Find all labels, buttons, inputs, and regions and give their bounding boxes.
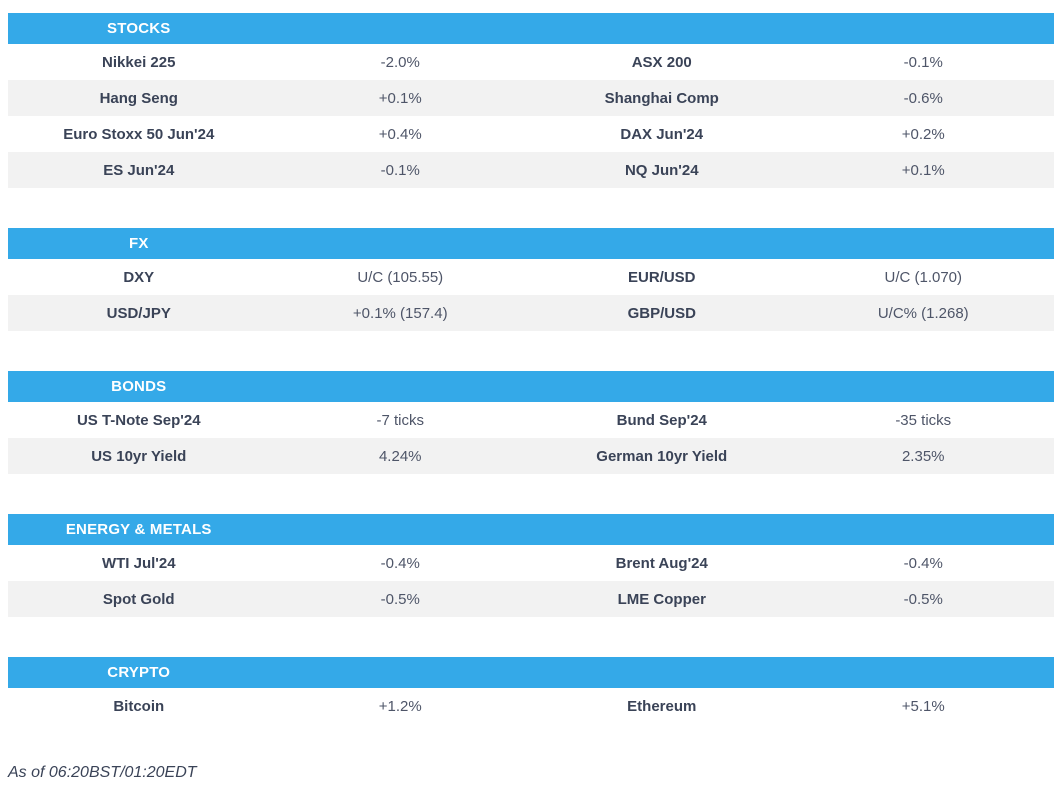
section-rows: US T-Note Sep'24 -7 ticks Bund Sep'24 -3…: [8, 402, 1054, 474]
section-rows: WTI Jul'24 -0.4% Brent Aug'24 -0.4% Spot…: [8, 545, 1054, 617]
right-instrument-value: 2.35%: [901, 447, 945, 465]
left-instrument-label: Euro Stoxx 50 Jun'24: [63, 125, 215, 143]
left-instrument-label: USD/JPY: [106, 304, 171, 322]
table-row: Bitcoin +1.2% Ethereum +5.1%: [8, 688, 1054, 724]
left-instrument-value: +0.1%: [378, 89, 422, 107]
table-row: Euro Stoxx 50 Jun'24 +0.4% DAX Jun'24 +0…: [8, 116, 1054, 152]
section-rows: Bitcoin +1.2% Ethereum +5.1%: [8, 688, 1054, 724]
right-instrument-label: ASX 200: [631, 53, 692, 71]
left-instrument-label: Nikkei 225: [102, 53, 176, 71]
market-section: ENERGY & METALS WTI Jul'24 -0.4% Brent A…: [8, 514, 1054, 617]
right-instrument-value: +0.2%: [901, 125, 945, 143]
right-instrument-label: Brent Aug'24: [615, 554, 708, 572]
section-title: STOCKS: [107, 20, 171, 37]
left-instrument-label: US 10yr Yield: [91, 447, 187, 465]
market-section: STOCKS Nikkei 225 -2.0% ASX 200 -0.1% Ha…: [8, 13, 1054, 188]
right-instrument-label: Ethereum: [627, 697, 697, 715]
table-row: Hang Seng +0.1% Shanghai Comp -0.6%: [8, 80, 1054, 116]
left-instrument-value: -0.4%: [380, 554, 420, 572]
market-section: FX DXY U/C (105.55) EUR/USD U/C (1.070) …: [8, 228, 1054, 331]
right-instrument-value: U/C (1.070): [884, 268, 963, 286]
section-rows: DXY U/C (105.55) EUR/USD U/C (1.070) USD…: [8, 259, 1054, 331]
table-row: DXY U/C (105.55) EUR/USD U/C (1.070): [8, 259, 1054, 295]
left-instrument-value: +0.1% (157.4): [352, 304, 448, 322]
table-row: US T-Note Sep'24 -7 ticks Bund Sep'24 -3…: [8, 402, 1054, 438]
section-title: BONDS: [111, 378, 167, 395]
right-instrument-label: EUR/USD: [627, 268, 696, 286]
section-title: FX: [128, 235, 149, 252]
section-header-bar: FX: [8, 228, 1054, 259]
sections-container: STOCKS Nikkei 225 -2.0% ASX 200 -0.1% Ha…: [8, 13, 1054, 724]
right-instrument-value: +0.1%: [901, 161, 945, 179]
table-row: US 10yr Yield 4.24% German 10yr Yield 2.…: [8, 438, 1054, 474]
section-header-bar: ENERGY & METALS: [8, 514, 1054, 545]
right-instrument-value: -0.4%: [903, 554, 943, 572]
left-instrument-value: -2.0%: [380, 53, 420, 71]
right-instrument-label: Bund Sep'24: [616, 411, 707, 429]
left-instrument-label: Spot Gold: [102, 590, 175, 608]
left-instrument-value: 4.24%: [378, 447, 422, 465]
left-instrument-label: DXY: [123, 268, 155, 286]
left-instrument-value: +1.2%: [378, 697, 422, 715]
right-instrument-value: -0.6%: [903, 89, 943, 107]
section-rows: Nikkei 225 -2.0% ASX 200 -0.1% Hang Seng…: [8, 44, 1054, 188]
right-instrument-label: NQ Jun'24: [624, 161, 699, 179]
market-section: BONDS US T-Note Sep'24 -7 ticks Bund Sep…: [8, 371, 1054, 474]
right-instrument-value: -35 ticks: [895, 411, 952, 429]
right-instrument-label: DAX Jun'24: [620, 125, 704, 143]
table-row: USD/JPY +0.1% (157.4) GBP/USD U/C% (1.26…: [8, 295, 1054, 331]
right-instrument-label: LME Copper: [617, 590, 706, 608]
market-section: CRYPTO Bitcoin +1.2% Ethereum +5.1%: [8, 657, 1054, 724]
left-instrument-value: -0.1%: [380, 161, 420, 179]
left-instrument-value: -0.5%: [380, 590, 420, 608]
left-instrument-value: -7 ticks: [376, 411, 424, 429]
as-of-timestamp: As of 06:20BST/01:20EDT: [8, 764, 197, 781]
left-instrument-label: ES Jun'24: [103, 161, 175, 179]
right-instrument-value: -0.1%: [903, 53, 943, 71]
left-instrument-label: Hang Seng: [99, 89, 178, 107]
right-instrument-value: +5.1%: [901, 697, 945, 715]
market-summary: STOCKS Nikkei 225 -2.0% ASX 200 -0.1% Ha…: [8, 13, 1054, 781]
right-instrument-value: U/C% (1.268): [877, 304, 969, 322]
section-title: ENERGY & METALS: [65, 521, 212, 538]
table-row: Nikkei 225 -2.0% ASX 200 -0.1%: [8, 44, 1054, 80]
right-instrument-label: German 10yr Yield: [596, 447, 728, 465]
left-instrument-label: Bitcoin: [113, 697, 165, 715]
left-instrument-value: +0.4%: [378, 125, 422, 143]
section-header-bar: CRYPTO: [8, 657, 1054, 688]
left-instrument-value: U/C (105.55): [357, 268, 444, 286]
table-row: Spot Gold -0.5% LME Copper -0.5%: [8, 581, 1054, 617]
left-instrument-label: US T-Note Sep'24: [76, 411, 201, 429]
section-header-bar: STOCKS: [8, 13, 1054, 44]
right-instrument-value: -0.5%: [903, 590, 943, 608]
left-instrument-label: WTI Jul'24: [101, 554, 176, 572]
right-instrument-label: GBP/USD: [627, 304, 696, 322]
section-header-bar: BONDS: [8, 371, 1054, 402]
table-row: WTI Jul'24 -0.4% Brent Aug'24 -0.4%: [8, 545, 1054, 581]
section-title: CRYPTO: [107, 664, 171, 681]
right-instrument-label: Shanghai Comp: [604, 89, 719, 107]
table-row: ES Jun'24 -0.1% NQ Jun'24 +0.1%: [8, 152, 1054, 188]
